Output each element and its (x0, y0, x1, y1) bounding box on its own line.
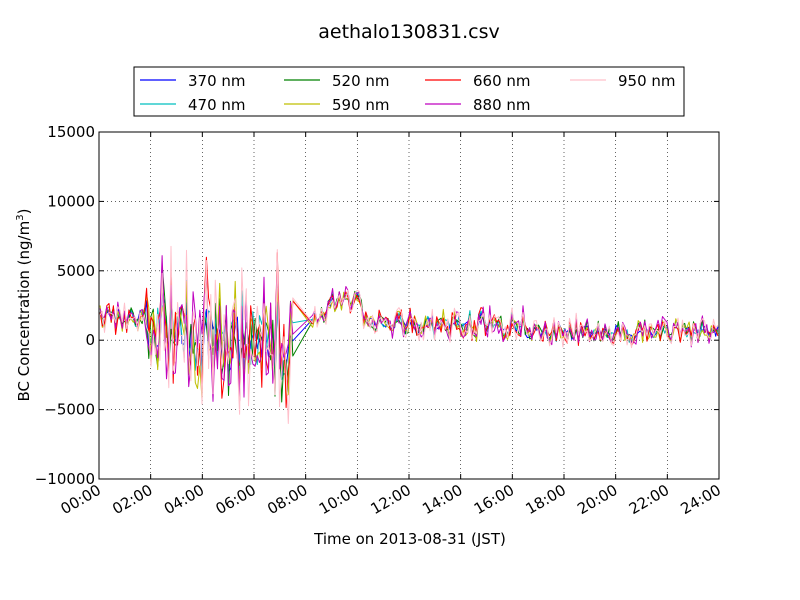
x-tick-label: 02:00 (109, 481, 155, 518)
axis-ticks (98, 131, 720, 480)
y-tick-label: −10000 (35, 470, 95, 488)
series-line-880-nm (99, 255, 719, 402)
x-tick-labels: 00:00 02:00 04:00 06:00 08:00 10:00 12:00 14:00… (58, 481, 724, 518)
series-layer (99, 245, 719, 424)
x-tick-label: 16:00 (471, 481, 517, 518)
legend-label: 880 nm (473, 96, 531, 114)
legend-label: 470 nm (188, 96, 246, 114)
x-tick-label: 06:00 (213, 481, 259, 518)
legend-label: 520 nm (332, 72, 390, 90)
legend: 370 nm 470 nm 520 nm 590 nm 660 nm 880 nm 950 … (133, 66, 685, 117)
legend-box (133, 66, 685, 117)
x-tick-label: 18:00 (523, 481, 569, 518)
legend-label: 590 nm (332, 96, 390, 114)
y-tick-label: 15000 (47, 123, 95, 141)
series-line-950-nm (99, 245, 719, 424)
legend-label: 950 nm (618, 72, 676, 90)
legend-label: 370 nm (188, 72, 246, 90)
grid (99, 132, 719, 479)
x-tick-label: 22:00 (626, 481, 672, 518)
legend-label: 660 nm (473, 72, 531, 90)
y-tick-label: 5000 (57, 262, 95, 280)
x-tick-label: 24:00 (678, 481, 724, 518)
y-tick-labels: −10000 −5000 0 5000 10000 15000 (35, 123, 95, 488)
x-tick-label: 04:00 (161, 481, 207, 518)
x-axis-label: Time on 2013-08-31 (JST) (313, 530, 506, 548)
x-tick-label: 14:00 (419, 481, 465, 518)
x-tick-label: 20:00 (574, 481, 620, 518)
x-tick-label: 10:00 (316, 481, 362, 518)
x-tick-label: 12:00 (368, 481, 414, 518)
x-tick-label: 08:00 (264, 481, 310, 518)
y-tick-label: 0 (85, 331, 95, 349)
y-tick-label: 10000 (47, 192, 95, 210)
chart-title: aethalo130831.csv (318, 21, 500, 43)
y-tick-label: −5000 (44, 401, 95, 419)
y-axis-label: BC Concentration (ng/m3) (15, 209, 33, 402)
